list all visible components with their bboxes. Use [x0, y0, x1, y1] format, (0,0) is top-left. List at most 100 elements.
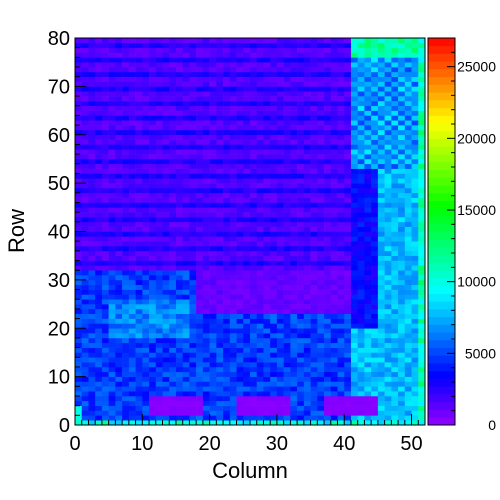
- heatmap-cell: [155, 342, 163, 348]
- heatmap-cell: [297, 337, 305, 344]
- heatmap-cell: [243, 352, 251, 358]
- y-tick-label: 80: [48, 28, 70, 50]
- heatmap-cell: [270, 410, 278, 416]
- heatmap-cell: [209, 275, 217, 281]
- heatmap-cell: [202, 246, 210, 252]
- heatmap-cell: [411, 328, 419, 334]
- heatmap-cell: [350, 120, 358, 126]
- heatmap-cell: [75, 318, 83, 324]
- heatmap-cell: [162, 241, 170, 247]
- heatmap-cell: [162, 246, 170, 252]
- heatmap-cell: [243, 202, 251, 208]
- heatmap-cell: [290, 308, 298, 315]
- heatmap-cell: [310, 347, 318, 353]
- heatmap-cell: [169, 216, 177, 223]
- heatmap-cell: [283, 415, 291, 421]
- heatmap-cell: [256, 371, 264, 377]
- heatmap-cell: [155, 366, 163, 373]
- heatmap-cell: [209, 246, 217, 252]
- heatmap-cell: [317, 308, 325, 315]
- heatmap-cell: [283, 149, 291, 155]
- heatmap-cell: [135, 299, 143, 305]
- heatmap-cell: [95, 154, 103, 160]
- heatmap-cell: [128, 173, 136, 179]
- heatmap-cell: [310, 100, 318, 107]
- heatmap-cell: [115, 178, 123, 184]
- heatmap-cell: [317, 313, 325, 319]
- heatmap-cell: [371, 352, 379, 358]
- heatmap-cell: [404, 125, 412, 131]
- heatmap-cell: [317, 260, 325, 266]
- heatmap-cell: [276, 260, 284, 266]
- heatmap-cell: [149, 202, 157, 208]
- heatmap-cell: [236, 270, 244, 276]
- heatmap-cell: [142, 333, 150, 339]
- heatmap-cell: [236, 183, 244, 189]
- heatmap-cell: [175, 255, 183, 261]
- heatmap-cell: [162, 120, 170, 126]
- heatmap-cell: [149, 279, 157, 286]
- heatmap-cell: [377, 197, 385, 203]
- heatmap-cell: [398, 250, 406, 256]
- heatmap-cell: [189, 86, 197, 92]
- heatmap-cell: [283, 120, 291, 126]
- heatmap-cell: [175, 366, 183, 373]
- heatmap-cell: [411, 313, 419, 319]
- heatmap-cell: [115, 168, 123, 174]
- heatmap-cell: [290, 236, 298, 242]
- heatmap-cell: [175, 410, 183, 416]
- heatmap-cell: [189, 241, 197, 247]
- heatmap-cell: [310, 52, 318, 58]
- heatmap-cell: [135, 105, 143, 111]
- heatmap-cell: [290, 323, 298, 329]
- heatmap-cell: [95, 168, 103, 174]
- heatmap-cell: [364, 57, 372, 63]
- heatmap-cell: [250, 163, 258, 169]
- heatmap-cell: [324, 260, 332, 266]
- heatmap-cell: [290, 405, 298, 411]
- heatmap-cell: [149, 115, 157, 121]
- heatmap-cell: [175, 120, 183, 126]
- heatmap-cell: [196, 270, 204, 276]
- heatmap-cell: [149, 337, 157, 344]
- heatmap-cell: [344, 149, 352, 155]
- heatmap-cell: [250, 173, 258, 179]
- heatmap-cell: [243, 337, 251, 344]
- heatmap-cell: [263, 110, 271, 116]
- heatmap-cell: [418, 168, 426, 174]
- heatmap-cell: [101, 52, 109, 58]
- heatmap-cell: [229, 275, 237, 281]
- heatmap-cell: [202, 168, 210, 174]
- heatmap-cell: [344, 400, 352, 406]
- heatmap-cell: [169, 420, 177, 426]
- heatmap-cell: [108, 362, 116, 368]
- heatmap-cell: [229, 366, 237, 373]
- colorbar-swatch: [428, 107, 455, 116]
- heatmap-cell: [337, 105, 345, 111]
- heatmap-cell: [182, 38, 190, 44]
- heatmap-cell: [256, 323, 264, 329]
- heatmap-cell: [404, 67, 412, 73]
- heatmap-cell: [236, 250, 244, 256]
- heatmap-cell: [95, 405, 103, 411]
- heatmap-cell: [88, 178, 96, 184]
- heatmap-cell: [101, 100, 109, 107]
- heatmap-cell: [357, 42, 365, 48]
- heatmap-cell: [411, 255, 419, 261]
- heatmap-cell: [75, 192, 83, 198]
- heatmap-cell: [128, 154, 136, 160]
- heatmap-cell: [189, 52, 197, 58]
- heatmap-cell: [324, 420, 332, 426]
- heatmap-cell: [155, 420, 163, 426]
- heatmap-cell: [310, 391, 318, 397]
- heatmap-cell: [236, 47, 244, 53]
- heatmap-cell: [196, 47, 204, 53]
- heatmap-cell: [377, 158, 385, 165]
- heatmap-cell: [142, 255, 150, 261]
- heatmap-cell: [223, 420, 231, 426]
- heatmap-cell: [350, 405, 358, 411]
- heatmap-cell: [276, 149, 284, 155]
- heatmap-cell: [162, 265, 170, 271]
- heatmap-cell: [283, 207, 291, 213]
- heatmap-cell: [297, 216, 305, 223]
